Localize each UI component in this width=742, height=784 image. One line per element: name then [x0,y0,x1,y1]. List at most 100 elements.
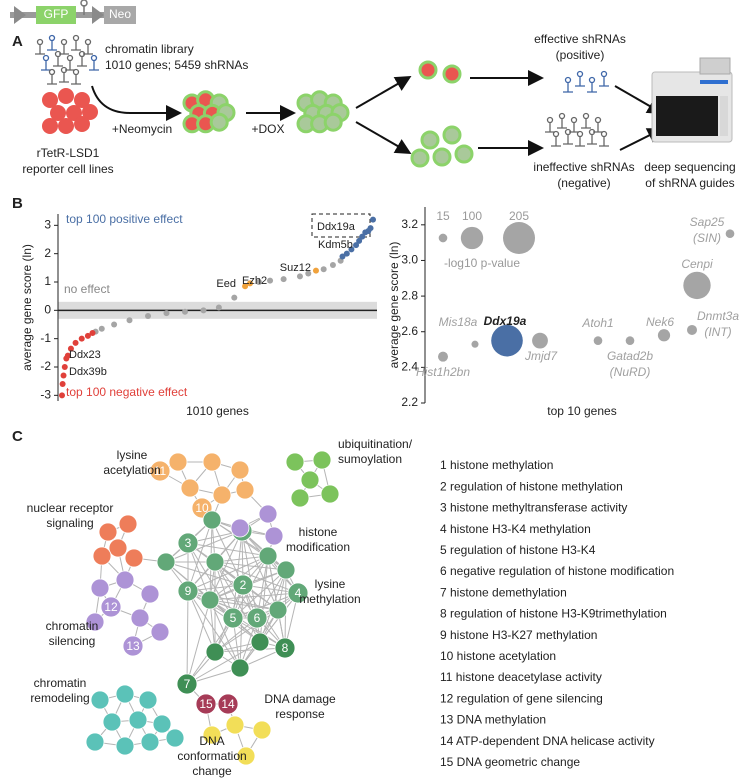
y-axis-label: average gene score (ln) [20,244,34,371]
gene-point [163,310,170,317]
term: 4 histone H3-K4 methylation [440,522,591,536]
hairpin [575,130,585,147]
y-tick-label: 2.8 [401,288,418,302]
gene-bubble [532,332,548,349]
gene-point [348,246,355,253]
gene-point [242,283,249,290]
gene-bubble [725,229,735,239]
gene-point [356,237,363,244]
y-tick-label: -3 [40,388,51,402]
network-node [156,552,176,572]
cluster-label: modification [286,540,350,554]
point-label: Ezh2 [242,275,267,287]
y-tick-label: 3 [44,218,51,232]
band-label: no effect [64,282,110,296]
gene-point [215,304,222,311]
hairpin [53,50,63,67]
shrna-library-icon [35,34,99,85]
gene-note: (INT) [704,325,731,339]
gene-label: Ddx19a [484,314,527,328]
size-legend-label: 100 [462,209,482,223]
cluster-label: conformation [177,749,246,763]
cell [42,92,58,108]
network-node [205,552,225,572]
gene-point [312,267,319,274]
network-node [274,637,296,659]
network-node [268,600,288,620]
panel-label: B [12,195,23,212]
network-edge [214,647,286,653]
network-node [118,514,138,534]
sequencing-label: of shRNA guides [645,176,734,190]
hairpin [47,68,57,85]
gene-point [64,352,71,359]
gene-label: Hist1h2bn [416,365,470,379]
cell [58,118,74,134]
panel-label: A [12,33,23,50]
y-tick-label: 2.4 [401,360,418,374]
network-node [124,548,144,568]
cell [50,105,66,121]
node-label: 14 [221,697,235,711]
network-node [128,710,148,730]
gene-point [359,233,366,240]
hairpin [587,128,597,145]
y-tick-label: 2.2 [401,395,418,409]
node-label: 15 [199,697,213,711]
gene-label: Nek6 [646,315,674,329]
term: 12 regulation of gene silencing [440,691,603,705]
gene-point [267,277,274,284]
gene-point [181,308,188,315]
network-node [130,608,150,628]
point-label: Kdm5b [318,239,353,251]
gene-point [339,253,346,260]
gene-label: Jmjd7 [524,349,558,363]
gene-label: Sap25 [690,215,725,229]
gene-note: (SIN) [693,231,721,245]
cluster-label: remodeling [30,691,89,705]
size-legend-bubble [503,222,535,254]
node-label: 6 [254,611,261,625]
term: 11 histone deacetylase activity [440,670,602,684]
term: 10 histone acetylation [440,649,556,663]
gene-point [200,307,207,314]
gene-point [72,339,79,346]
term: 14 ATP-dependent DNA helicase activity [440,734,655,748]
cluster-label: sumoylation [338,452,402,466]
cluster-label: chromatin [34,676,87,690]
gene-point [144,313,151,319]
cluster-label: lysine [315,577,346,591]
network-edge [186,599,211,685]
term: 7 histone demethylation [440,585,567,599]
network-node [252,720,272,740]
network-edge [187,590,216,653]
hairpin [35,38,45,55]
gene-bubble [683,271,711,300]
gene-point [84,332,91,339]
size-legend-bubble [460,226,484,250]
library-detail: 1010 genes; 5459 shRNAs [105,58,248,72]
gene-point [370,216,376,223]
network-node [98,522,118,542]
network-node [165,728,185,748]
gene-point [98,325,105,332]
network-edge [259,555,269,643]
network-node [205,642,225,662]
cell-clusters [42,60,609,168]
gene-point [280,276,287,283]
cluster-label: silencing [49,634,96,648]
effective-label: (positive) [556,48,605,62]
y-tick-label: 3.2 [401,217,418,231]
network-node [152,714,172,734]
network-node [115,570,135,590]
cell [323,112,343,132]
network-edge [187,590,241,669]
gene-point [89,330,96,336]
network-node [85,612,105,632]
hairpin [551,130,561,147]
y-tick-label: 3.0 [401,253,418,267]
gene-label: Dnmt3a [697,309,739,323]
term: 3 histone methyltransferase activity [440,501,627,515]
